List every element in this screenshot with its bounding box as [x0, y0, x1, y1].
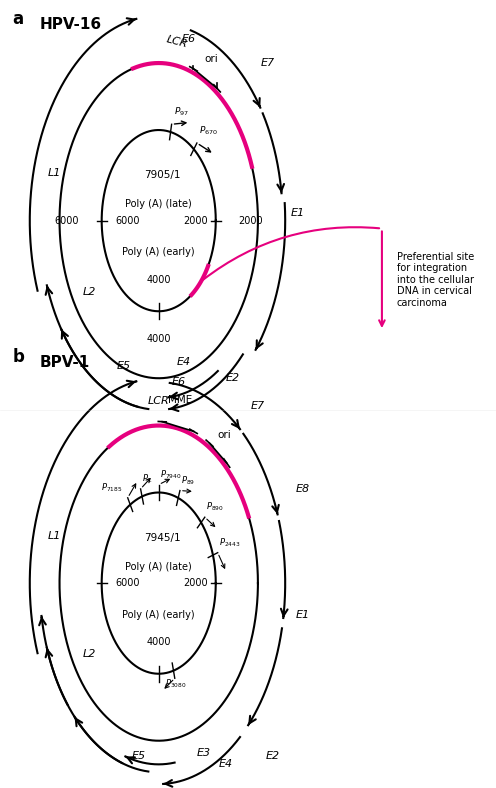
Text: 6000: 6000	[115, 216, 139, 225]
Text: b: b	[12, 348, 24, 366]
Text: 2000: 2000	[239, 216, 263, 225]
Text: Poly (A) (early): Poly (A) (early)	[123, 610, 195, 620]
Text: $P_{\rm 890}$: $P_{\rm 890}$	[206, 500, 224, 513]
Text: 6000: 6000	[115, 578, 139, 588]
Text: $P_{\rm 97}$: $P_{\rm 97}$	[174, 106, 189, 118]
Text: ori: ori	[217, 429, 231, 440]
Text: E4: E4	[219, 760, 233, 769]
Text: E5: E5	[117, 362, 131, 371]
Text: $P_{\rm 3080}$: $P_{\rm 3080}$	[165, 678, 186, 690]
Text: L1: L1	[48, 531, 61, 541]
Text: L2: L2	[83, 287, 96, 296]
Text: 7945/1: 7945/1	[144, 533, 181, 543]
Text: Poly (A) (early): Poly (A) (early)	[123, 247, 195, 258]
Text: E7: E7	[261, 58, 275, 68]
Text: E6: E6	[172, 377, 186, 387]
Text: 7905/1: 7905/1	[144, 170, 181, 180]
Text: Preferential site
for integration
into the cellular
DNA in cervical
carcinoma: Preferential site for integration into t…	[397, 251, 474, 308]
Text: E2: E2	[226, 374, 240, 383]
Text: E1: E1	[296, 610, 310, 619]
Text: 2000: 2000	[184, 216, 208, 225]
Text: 4000: 4000	[146, 274, 171, 284]
Text: LCR: LCR	[148, 396, 170, 406]
Text: 4000: 4000	[146, 334, 171, 344]
Text: LCR: LCR	[165, 35, 188, 50]
Text: Poly (A) (late): Poly (A) (late)	[125, 199, 192, 210]
Text: L2: L2	[83, 649, 96, 659]
Text: $P_{\rm 670}$: $P_{\rm 670}$	[199, 125, 218, 136]
Text: E2: E2	[266, 752, 280, 761]
Text: E4: E4	[177, 358, 190, 367]
Text: $P_{\rm 7185}$: $P_{\rm 7185}$	[101, 481, 123, 494]
Text: E1: E1	[291, 208, 305, 217]
Text: MME: MME	[168, 396, 192, 405]
Text: BPV-1: BPV-1	[40, 355, 90, 370]
Text: E8: E8	[296, 484, 310, 493]
Text: $P_{\rm L}$: $P_{\rm L}$	[142, 473, 152, 485]
Text: 4000: 4000	[146, 637, 171, 647]
Text: E5: E5	[132, 752, 146, 761]
Text: ori: ori	[204, 54, 218, 64]
Text: 6000: 6000	[55, 216, 79, 225]
Text: L1: L1	[48, 169, 61, 178]
Text: $P_{\rm 89}$: $P_{\rm 89}$	[182, 474, 195, 487]
Text: Poly (A) (late): Poly (A) (late)	[125, 562, 192, 572]
Text: 2000: 2000	[184, 578, 208, 588]
Text: E3: E3	[196, 748, 210, 757]
Text: $P_{\rm 7940}$: $P_{\rm 7940}$	[160, 468, 182, 481]
Text: HPV-16: HPV-16	[40, 17, 102, 32]
Text: $P_{\rm 2443}$: $P_{\rm 2443}$	[219, 537, 241, 548]
Text: E7: E7	[251, 401, 265, 411]
Text: a: a	[12, 9, 23, 28]
Text: E6: E6	[182, 35, 195, 44]
